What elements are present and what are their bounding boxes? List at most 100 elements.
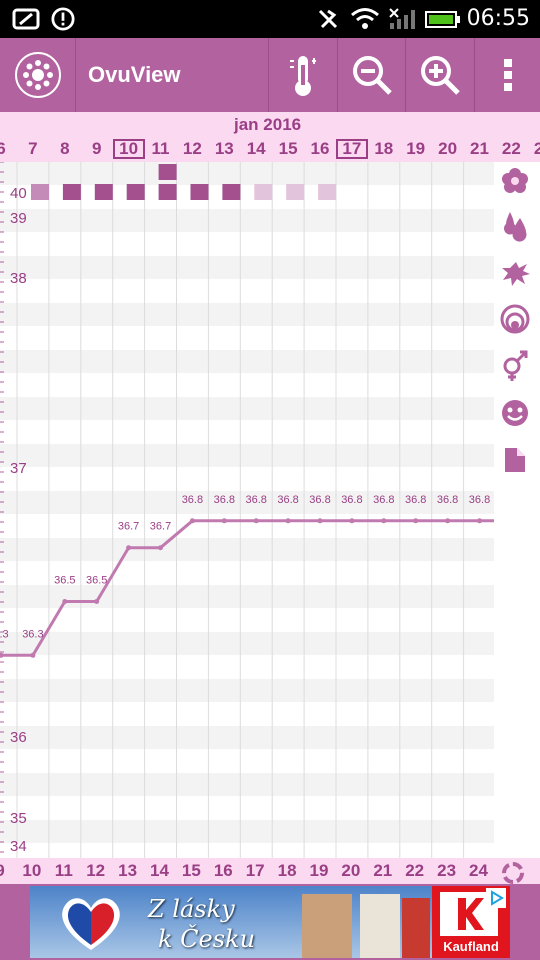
period-marker-extra <box>158 164 177 180</box>
y-tick-label: 36 <box>10 729 27 746</box>
bottom-date-13[interactable]: 13 <box>118 861 138 880</box>
y-tick-label: 38 <box>10 270 27 287</box>
data-point <box>30 652 36 658</box>
battery-icon <box>425 11 460 28</box>
bottom-date-21[interactable]: 21 <box>373 861 393 880</box>
symptom-panel <box>494 162 540 858</box>
status-bar: 06:55 <box>0 0 540 38</box>
notification-icon <box>12 8 40 30</box>
top-date-8[interactable]: 8 <box>60 139 70 158</box>
ad-photo <box>302 894 352 958</box>
period-marker <box>31 184 49 200</box>
zoom-out-icon <box>352 56 392 95</box>
period-marker <box>190 184 209 200</box>
mood-icon[interactable] <box>500 398 530 428</box>
temperature-button[interactable] <box>269 38 337 112</box>
period-marker <box>318 184 337 200</box>
zoom-in-icon <box>421 56 460 95</box>
data-label: 36.8 <box>309 494 330 506</box>
ad-line-2: k Česku <box>158 925 256 953</box>
overflow-menu-button[interactable] <box>475 38 540 112</box>
top-date-11[interactable]: 11 <box>151 139 170 158</box>
bottom-date-18[interactable]: 18 <box>277 861 297 880</box>
signal-icon <box>389 8 415 29</box>
bottom-date-12[interactable]: 12 <box>86 861 106 880</box>
gender-icon[interactable] <box>500 350 530 382</box>
bottom-date-22[interactable]: 22 <box>405 861 425 880</box>
app-logo-button[interactable] <box>0 38 75 112</box>
top-date-17[interactable]: 17 <box>335 139 368 159</box>
flower-icon[interactable] <box>500 166 530 196</box>
bottom-date-10[interactable]: 10 <box>22 861 42 880</box>
note-icon[interactable] <box>503 446 527 474</box>
grid-band <box>0 820 494 843</box>
data-label: 36.8 <box>277 494 298 506</box>
y-tick-label: 37 <box>10 460 27 477</box>
mute-icon <box>318 9 338 29</box>
data-label: 36.8 <box>341 494 362 506</box>
ad-line-1: Z lásky <box>148 895 235 923</box>
bottom-date-14[interactable]: 14 <box>150 861 169 880</box>
bottom-date-24[interactable]: 24 <box>469 861 488 880</box>
period-marker <box>94 184 113 200</box>
bottom-date-9[interactable]: 9 <box>0 861 16 881</box>
top-date-12[interactable]: 12 <box>182 139 202 158</box>
data-point <box>477 518 482 524</box>
top-date-22[interactable]: 22 <box>501 139 521 158</box>
data-point <box>349 518 355 524</box>
data-label: 36.3 <box>22 628 43 640</box>
data-point <box>221 518 227 524</box>
top-date-15[interactable]: 15 <box>278 139 298 158</box>
grid-band <box>0 726 494 749</box>
data-point <box>317 518 323 524</box>
refresh-icon[interactable] <box>500 860 526 886</box>
data-label: 36.8 <box>469 494 490 506</box>
bottom-date-15[interactable]: 15 <box>181 861 201 880</box>
bottom-date-11[interactable]: 11 <box>54 861 73 880</box>
top-date-18[interactable]: 18 <box>374 139 394 158</box>
data-point <box>126 545 132 551</box>
ad-choices-icon[interactable] <box>486 888 506 908</box>
y-tick-label: 39 <box>10 210 27 227</box>
period-marker <box>158 184 177 200</box>
period-marker <box>62 184 81 200</box>
top-date-7[interactable]: 7 <box>28 139 38 158</box>
drop-icon[interactable] <box>500 210 530 242</box>
ad-slogan: Z lásky k Česku <box>148 894 255 954</box>
top-date-13[interactable]: 13 <box>214 139 234 158</box>
splash-icon[interactable] <box>500 258 532 288</box>
ad-banner[interactable]: Z lásky k Česku Kaufland <box>30 886 510 958</box>
zoom-out-button[interactable] <box>338 38 405 112</box>
wifi-icon <box>351 8 379 29</box>
top-date-20[interactable]: 20 <box>438 139 458 158</box>
grid-band <box>0 444 494 467</box>
month-header: jan 2016 <box>0 112 540 136</box>
top-date-14[interactable]: 14 <box>246 139 266 158</box>
y-tick-label: 35 <box>10 810 27 827</box>
period-marker <box>126 184 145 200</box>
top-date-10[interactable]: 10 <box>112 139 145 159</box>
grid-band <box>0 256 494 279</box>
top-date-6[interactable]: 6 <box>0 139 6 158</box>
ad-area: Z lásky k Česku Kaufland <box>0 884 540 960</box>
top-date-23[interactable]: 23 <box>533 139 540 158</box>
top-date-19[interactable]: 19 <box>406 139 426 158</box>
temperature-chart[interactable]: 40 39 38 37 36 35 34 6.3 36.3 36.5 36.5 36.7 36.7 36.… <box>0 161 540 858</box>
bottom-date-16[interactable]: 16 <box>213 861 233 880</box>
bottom-date-19[interactable]: 19 <box>309 861 329 880</box>
bottom-date-20[interactable]: 20 <box>341 861 361 880</box>
bottom-date-23[interactable]: 23 <box>437 861 457 880</box>
data-label: 36.5 <box>86 575 107 587</box>
top-date-row: 6 7 8 9 10 11 12 13 14 15 16 17 18 19 20 21 22 23 <box>0 136 540 164</box>
top-date-21[interactable]: 21 <box>470 139 489 158</box>
zoom-in-button[interactable] <box>406 38 474 112</box>
top-date-9[interactable]: 9 <box>91 139 102 158</box>
bottom-date-17[interactable]: 17 <box>245 861 265 880</box>
grid-band <box>0 773 494 796</box>
cervix-icon[interactable] <box>500 304 530 334</box>
month-label: jan 2016 <box>234 115 302 134</box>
top-date-16[interactable]: 16 <box>310 139 330 158</box>
data-label: 36.5 <box>54 575 75 587</box>
data-point <box>62 599 68 604</box>
kaufland-label: Kaufland <box>443 939 499 954</box>
